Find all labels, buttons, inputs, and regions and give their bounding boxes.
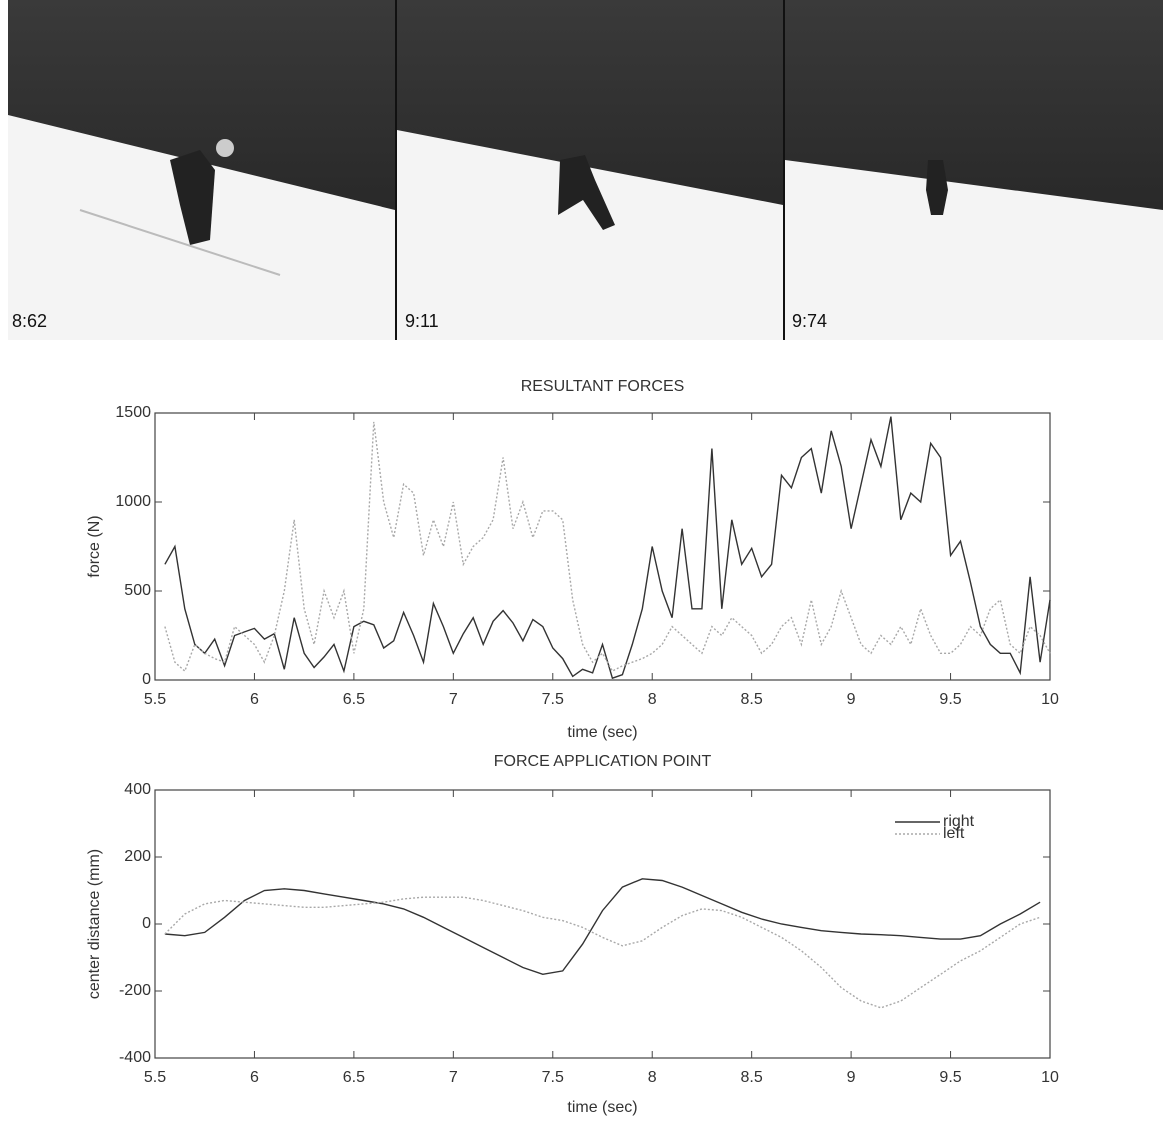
- photo-strip: 8:62 9:11 9:74: [8, 0, 1163, 340]
- y-tick-label: 1000: [115, 493, 151, 510]
- x-tick-label: 7.5: [542, 1069, 564, 1086]
- legend-label: right: [943, 813, 975, 830]
- chart-title: RESULTANT FORCES: [521, 378, 685, 395]
- x-tick-label: 9.5: [939, 691, 961, 708]
- skier-head: [216, 139, 234, 157]
- y-tick-label: 1500: [115, 404, 151, 421]
- x-tick-label: 6.5: [343, 691, 365, 708]
- x-tick-label: 8: [648, 1069, 657, 1086]
- x-tick-label: 10: [1041, 691, 1059, 708]
- plot-frame: [154, 789, 1051, 1059]
- x-tick-label: 6: [250, 1069, 259, 1086]
- x-axis-label: time (sec): [567, 1099, 637, 1116]
- x-tick-label: 5.5: [144, 691, 166, 708]
- x-tick-label: 9: [847, 1069, 856, 1086]
- legend-label: left: [943, 825, 965, 842]
- chart-title: FORCE APPLICATION POINT: [494, 753, 712, 770]
- x-tick-label: 9: [847, 691, 856, 708]
- y-tick-label: -200: [119, 982, 151, 999]
- x-tick-label: 7: [449, 1069, 458, 1086]
- plot-frame: [154, 412, 1051, 681]
- y-tick-label: 200: [124, 848, 151, 865]
- y-axis-label: force (N): [86, 515, 103, 577]
- skier: [558, 155, 615, 230]
- x-tick-label: 8: [648, 691, 657, 708]
- series-line: [164, 416, 1051, 680]
- x-tick-label: 9.5: [939, 1069, 961, 1086]
- skier: [926, 160, 948, 215]
- y-tick-label: 0: [142, 915, 151, 932]
- x-tick-label: 7: [449, 691, 458, 708]
- x-axis-label: time (sec): [567, 724, 637, 741]
- ski-track: [79, 209, 281, 276]
- x-tick-label: 6: [250, 691, 259, 708]
- x-tick-label: 8.5: [741, 1069, 763, 1086]
- y-tick-label: -400: [119, 1049, 151, 1066]
- y-tick-label: 500: [124, 582, 151, 599]
- x-tick-label: 8.5: [741, 691, 763, 708]
- skier: [170, 150, 215, 245]
- x-tick-label: 10: [1041, 1069, 1059, 1086]
- series-line: [164, 878, 1041, 976]
- photo-time: 9:74: [792, 311, 827, 331]
- y-tick-label: 400: [124, 781, 151, 798]
- y-axis-label: center distance (mm): [86, 849, 103, 999]
- series-line: [164, 421, 1051, 673]
- x-tick-label: 5.5: [144, 1069, 166, 1086]
- x-tick-label: 6.5: [343, 1069, 365, 1086]
- snow: [785, 160, 1163, 340]
- photo-time: 8:62: [12, 311, 47, 331]
- y-tick-label: 0: [142, 671, 151, 688]
- snow: [397, 130, 783, 340]
- x-tick-label: 7.5: [542, 691, 564, 708]
- photo-time: 9:11: [405, 311, 439, 331]
- series-line: [164, 896, 1041, 1009]
